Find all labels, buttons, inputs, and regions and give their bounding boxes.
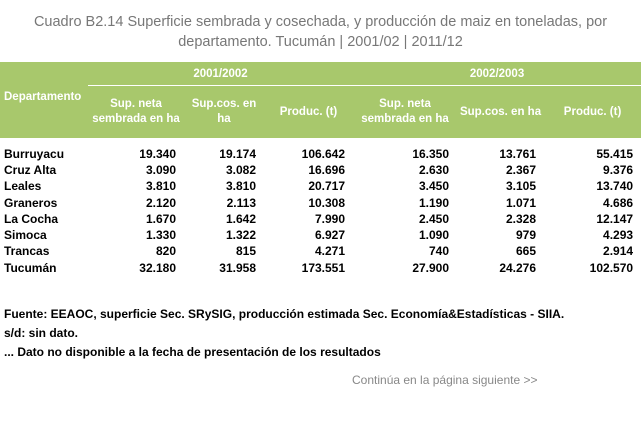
table-cell: 740 <box>429 244 450 259</box>
col-header-sown: Sup. neta sembrada en ha <box>353 85 458 138</box>
department-name: Cruz Alta <box>4 162 57 177</box>
table-cell: 3.810 <box>145 179 176 194</box>
table-cell: 13.740 <box>596 179 634 194</box>
col-header-harvested: Sup.cos. en ha <box>184 85 264 138</box>
table-cell: 1.090 <box>419 228 450 243</box>
table-cell: 13.761 <box>499 146 537 161</box>
department-name: Simoca <box>4 228 47 243</box>
table-cell: 815 <box>235 244 256 259</box>
table-cell: 2.113 <box>226 195 256 210</box>
col-header-harvested: Sup.cos. en ha <box>457 85 545 138</box>
table-cell: 3.082 <box>225 162 256 177</box>
col-header-production: Produc. (t) <box>544 85 641 138</box>
notes: Fuente: EEAOC, superficie Sec. SRySIG, p… <box>4 305 564 362</box>
table-row: Burruyacu 19.340 19.174 106.642 16.350 13.761… <box>0 146 641 162</box>
table-row: Graneros 2.120 2.113 10.308 1.190 1.071 4.686 <box>0 194 641 210</box>
table-cell: 9.376 <box>603 162 634 177</box>
department-name: Tucumán <box>4 260 57 275</box>
table-cell: 20.717 <box>308 179 346 194</box>
table-cell: 1.670 <box>145 211 176 226</box>
table-cell: 10.308 <box>308 195 346 210</box>
table-cell: 979 <box>516 228 537 243</box>
table-cell: 31.958 <box>219 260 256 275</box>
table-cell: 102.570 <box>589 260 634 275</box>
table-cell: 2.367 <box>506 162 537 177</box>
table-row: Simoca 1.330 1.322 6.927 1.090 979 4.293 <box>0 227 641 243</box>
table-cell: 3.450 <box>419 179 450 194</box>
department-name: Burruyacu <box>4 146 65 161</box>
table-cell: 2.328 <box>506 211 537 226</box>
table-cell: 16.350 <box>412 146 450 161</box>
table-cell: 3.105 <box>506 179 537 194</box>
table-cell: 6.927 <box>315 228 346 243</box>
table-body: Burruyacu 19.340 19.174 106.642 16.350 13.761… <box>0 146 641 276</box>
data-table: Departamento 2001/2002 2002/2003 Sup. ne… <box>0 62 641 276</box>
table-cell: 2.914 <box>603 244 634 259</box>
col-header-production: Produc. (t) <box>264 85 354 138</box>
table-cell: 32.180 <box>139 260 176 275</box>
table-cell: 3.090 <box>145 162 176 177</box>
source-note: Fuente: EEAOC, superficie Sec. SRySIG, p… <box>4 307 565 321</box>
table-cell: 173.551 <box>301 260 346 275</box>
table-cell: 55.415 <box>596 146 634 161</box>
table-cell: 2.630 <box>419 162 450 177</box>
table-cell: 19.340 <box>139 146 176 161</box>
table-cell: 16.696 <box>308 162 346 177</box>
table-row: Tucumán 32.180 31.958 173.551 27.900 24.276 10… <box>0 260 641 276</box>
table-cell: 19.174 <box>219 146 256 161</box>
table-row: Trancas 820 815 4.271 740 665 2.914 <box>0 243 641 259</box>
table-cell: 1.330 <box>145 228 176 243</box>
table-cell: 820 <box>155 244 176 259</box>
table-cell: 4.271 <box>315 244 346 259</box>
continue-link[interactable]: Continúa en la página siguiente >> <box>352 373 538 387</box>
table-cell: 12.147 <box>596 211 634 226</box>
table-cell: 24.276 <box>499 260 537 275</box>
period-header-2001: 2001/2002 <box>88 62 354 86</box>
department-name: Leales <box>4 179 42 194</box>
table-cell: 1.071 <box>506 195 537 210</box>
table-cell: 4.686 <box>603 195 634 210</box>
table-cell: 1.322 <box>225 228 256 243</box>
page-title: Cuadro B2.14 Superficie sembrada y cosec… <box>0 12 641 52</box>
data-table-container: Departamento 2001/2002 2002/2003 Sup. ne… <box>0 62 641 276</box>
table-cell: 4.293 <box>603 228 634 243</box>
title-line-1: Cuadro B2.14 Superficie sembrada y cosec… <box>33 14 608 30</box>
department-name: Graneros <box>4 195 58 210</box>
not-available-note: ... Dato no disponible a la fecha de pre… <box>4 345 381 359</box>
table-row: La Cocha 1.670 1.642 7.990 2.450 2.328 12.147 <box>0 211 641 227</box>
table-row: Leales 3.810 3.810 20.717 3.450 3.105 13.740 <box>0 178 641 194</box>
table-cell: 2.120 <box>145 195 176 210</box>
table-cell: 2.450 <box>419 211 450 226</box>
table-row: Cruz Alta 3.090 3.082 16.696 2.630 2.367 9.376 <box>0 162 641 178</box>
table-cell: 665 <box>516 244 537 259</box>
no-data-note: s/d: sin dato. <box>4 326 79 340</box>
table-cell: 1.642 <box>225 211 256 226</box>
title-line-2: departamento. Tucumán | 2001/02 | 2011/1… <box>178 34 463 50</box>
department-header: Departamento <box>0 62 88 139</box>
table-cell: 1.190 <box>419 195 450 210</box>
table-cell: 106.642 <box>301 146 346 161</box>
col-header-sown: Sup. neta sembrada en ha <box>88 85 184 138</box>
table-cell: 7.990 <box>315 211 346 226</box>
table-cell: 27.900 <box>412 260 450 275</box>
period-header-2002: 2002/2003 <box>353 62 641 86</box>
department-name: Trancas <box>4 244 50 259</box>
department-name: La Cocha <box>4 211 59 226</box>
table-cell: 3.810 <box>225 179 256 194</box>
